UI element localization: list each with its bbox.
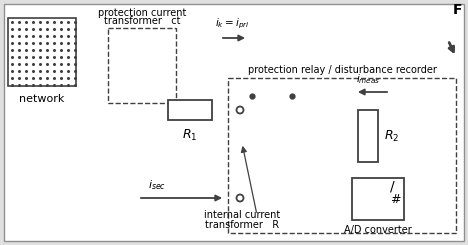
Text: $i_{meas}$: $i_{meas}$ [356, 72, 380, 86]
Text: protection current: protection current [98, 8, 186, 18]
Bar [108, 28, 176, 103]
Bar [352, 178, 404, 220]
Bar [358, 110, 378, 162]
Text: network: network [19, 94, 65, 104]
Text: $R_2$: $R_2$ [384, 128, 399, 144]
Text: $i_k = i_{pri}$: $i_k = i_{pri}$ [215, 17, 249, 31]
Text: /: / [390, 179, 395, 193]
Text: F: F [453, 3, 463, 17]
Text: protection relay / disturbance recorder: protection relay / disturbance recorder [248, 65, 437, 75]
Bar [8, 18, 76, 86]
Circle shape [236, 107, 243, 113]
Text: transformer   R: transformer R [205, 220, 279, 230]
Bar [168, 100, 212, 120]
Text: $R_1$: $R_1$ [183, 128, 197, 143]
Text: $i_{sec}$: $i_{sec}$ [148, 178, 166, 192]
Text: #: # [390, 193, 400, 206]
Text: transformer   ct: transformer ct [104, 16, 180, 26]
Circle shape [236, 195, 243, 201]
Text: internal current: internal current [204, 210, 280, 220]
Bar [228, 78, 456, 233]
Text: A/D converter: A/D converter [344, 225, 412, 235]
